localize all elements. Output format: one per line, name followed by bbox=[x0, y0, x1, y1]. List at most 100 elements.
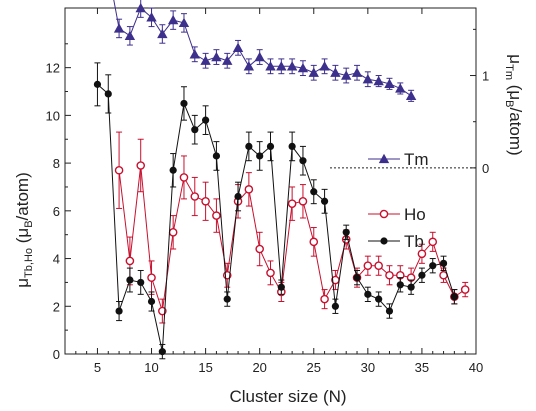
data-point-ho bbox=[168, 228, 178, 237]
legend: Tm Ho Tb bbox=[368, 150, 429, 251]
data-point-ho bbox=[363, 261, 373, 271]
data-point-tb bbox=[256, 152, 264, 160]
data-point-ho bbox=[125, 256, 135, 266]
data-point-tb bbox=[126, 276, 134, 284]
data-point-ho bbox=[147, 273, 156, 282]
data-point-tb bbox=[245, 142, 253, 150]
data-point-tb bbox=[375, 295, 383, 303]
data-point-tb bbox=[158, 348, 166, 356]
right-axis-label-part: B bbox=[503, 100, 515, 107]
data-point-tb bbox=[331, 302, 339, 310]
legend-item-tb: Tb bbox=[368, 232, 424, 251]
data-point-ho bbox=[244, 185, 254, 194]
data-point-tm bbox=[135, 2, 146, 13]
data-point-tm bbox=[222, 55, 233, 65]
data-point-tb bbox=[396, 281, 404, 289]
data-point-tm bbox=[297, 62, 309, 73]
data-point-tb bbox=[277, 283, 285, 291]
series-ho bbox=[114, 131, 470, 324]
data-point-ho bbox=[158, 306, 167, 316]
data-point-tb bbox=[288, 142, 296, 150]
data-point-tb bbox=[147, 297, 156, 306]
data-point-tm bbox=[254, 51, 265, 62]
x-tick-label: 5 bbox=[94, 360, 101, 375]
data-point-tb bbox=[202, 116, 210, 124]
data-point-tm bbox=[308, 67, 319, 77]
x-tick-label: 25 bbox=[307, 360, 321, 375]
series-line-tb bbox=[97, 83, 455, 352]
data-point-ho bbox=[266, 268, 275, 278]
left-axis-label-part: B bbox=[23, 220, 35, 227]
data-point-tb bbox=[320, 197, 329, 205]
data-point-tb bbox=[364, 290, 372, 298]
legend-marker bbox=[379, 209, 389, 219]
data-point-tb bbox=[407, 283, 415, 291]
data-point-tm bbox=[405, 90, 417, 101]
axes: 510152025303540024681012012μTb,Ho (μB/at… bbox=[13, 7, 525, 375]
data-point-ho bbox=[428, 237, 438, 247]
x-axis-label: Cluster size (N) bbox=[229, 387, 346, 406]
data-point-tb bbox=[385, 307, 394, 315]
data-point-ho bbox=[255, 244, 264, 254]
data-point-tm bbox=[189, 49, 200, 59]
data-point-tm bbox=[243, 61, 255, 71]
data-point-tm bbox=[319, 61, 330, 71]
data-point-tb bbox=[137, 278, 145, 287]
legend-label: Ho bbox=[404, 205, 426, 224]
data-point-ho bbox=[136, 161, 146, 170]
data-point-tb bbox=[223, 295, 231, 303]
data-point-tb bbox=[212, 152, 221, 160]
data-point-tm bbox=[146, 12, 157, 22]
data-point-ho bbox=[114, 165, 124, 175]
data-point-tm bbox=[395, 83, 406, 93]
y-tick-label: 2 bbox=[53, 299, 60, 314]
left-axis-label-part: μ bbox=[13, 278, 32, 288]
data-point-tm bbox=[167, 14, 179, 25]
data-point-tb bbox=[439, 259, 448, 267]
right-axis-label-part: (μ bbox=[506, 80, 525, 100]
data-point-ho bbox=[460, 285, 470, 294]
data-point-ho bbox=[298, 196, 308, 206]
data-point-tb bbox=[310, 188, 318, 196]
data-point-ho bbox=[201, 196, 210, 206]
data-point-tm bbox=[157, 28, 168, 39]
data-point-tb bbox=[180, 99, 188, 108]
data-point-ho bbox=[212, 211, 221, 220]
series-tb bbox=[93, 62, 458, 360]
data-point-tm bbox=[265, 61, 276, 71]
data-point-tb bbox=[418, 271, 426, 279]
data-point-tm bbox=[113, 23, 125, 33]
data-point-tm bbox=[362, 74, 374, 84]
data-point-tb bbox=[266, 142, 275, 150]
data-point-ho bbox=[287, 199, 297, 208]
data-point-tm bbox=[211, 51, 222, 62]
y-tick-label: 6 bbox=[53, 204, 60, 219]
data-point-tm bbox=[330, 67, 341, 77]
y-tick-label: 12 bbox=[46, 61, 60, 76]
data-point-tb bbox=[353, 274, 361, 282]
data-point-ho bbox=[385, 270, 394, 280]
y-tick-label: 4 bbox=[53, 252, 60, 267]
data-point-tm bbox=[341, 70, 352, 80]
data-point-tm bbox=[178, 17, 190, 28]
y-tick-label: 8 bbox=[53, 156, 60, 171]
left-axis-label-part: (μ bbox=[13, 228, 32, 248]
left-axis-label-part: /atom) bbox=[13, 172, 32, 220]
legend-item-tm: Tm bbox=[368, 150, 429, 169]
x-tick-label: 10 bbox=[144, 360, 158, 375]
data-point-tm bbox=[351, 67, 363, 77]
legend-label: Tb bbox=[404, 232, 424, 251]
x-tick-label: 40 bbox=[469, 360, 483, 375]
data-point-ho bbox=[179, 173, 189, 182]
left-axis-label-part: Tb,Ho bbox=[23, 248, 35, 278]
data-point-tm bbox=[384, 78, 395, 89]
y-tick-label: 10 bbox=[46, 108, 60, 123]
data-point-tb bbox=[342, 228, 350, 236]
x-tick-label: 30 bbox=[361, 360, 375, 375]
legend-marker bbox=[380, 237, 388, 245]
data-point-tb bbox=[115, 307, 123, 315]
data-point-tb bbox=[169, 166, 177, 174]
data-point-tm bbox=[124, 30, 136, 40]
data-point-tb bbox=[450, 293, 458, 301]
